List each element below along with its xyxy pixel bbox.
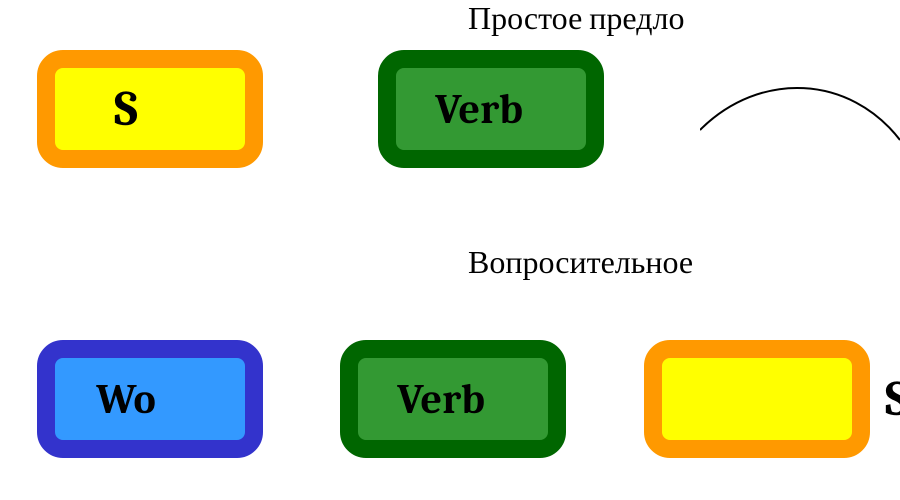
block-subject-s-2: S	[644, 340, 870, 458]
heading-interrogative-sentence: Вопросительное	[468, 244, 693, 281]
block-label: Wo	[96, 375, 155, 424]
heading-simple-sentence: Простое предло	[468, 0, 684, 37]
connector-arc	[700, 80, 900, 200]
block-label: S	[114, 80, 138, 138]
block-label: Verb	[435, 85, 523, 134]
block-label: S	[885, 370, 900, 428]
block-verb-1: Verb	[378, 50, 604, 168]
block-verb-2: Verb	[340, 340, 566, 458]
block-label: Verb	[397, 375, 485, 424]
block-question-word-wo: Wo	[37, 340, 263, 458]
block-subject-s: S	[37, 50, 263, 168]
